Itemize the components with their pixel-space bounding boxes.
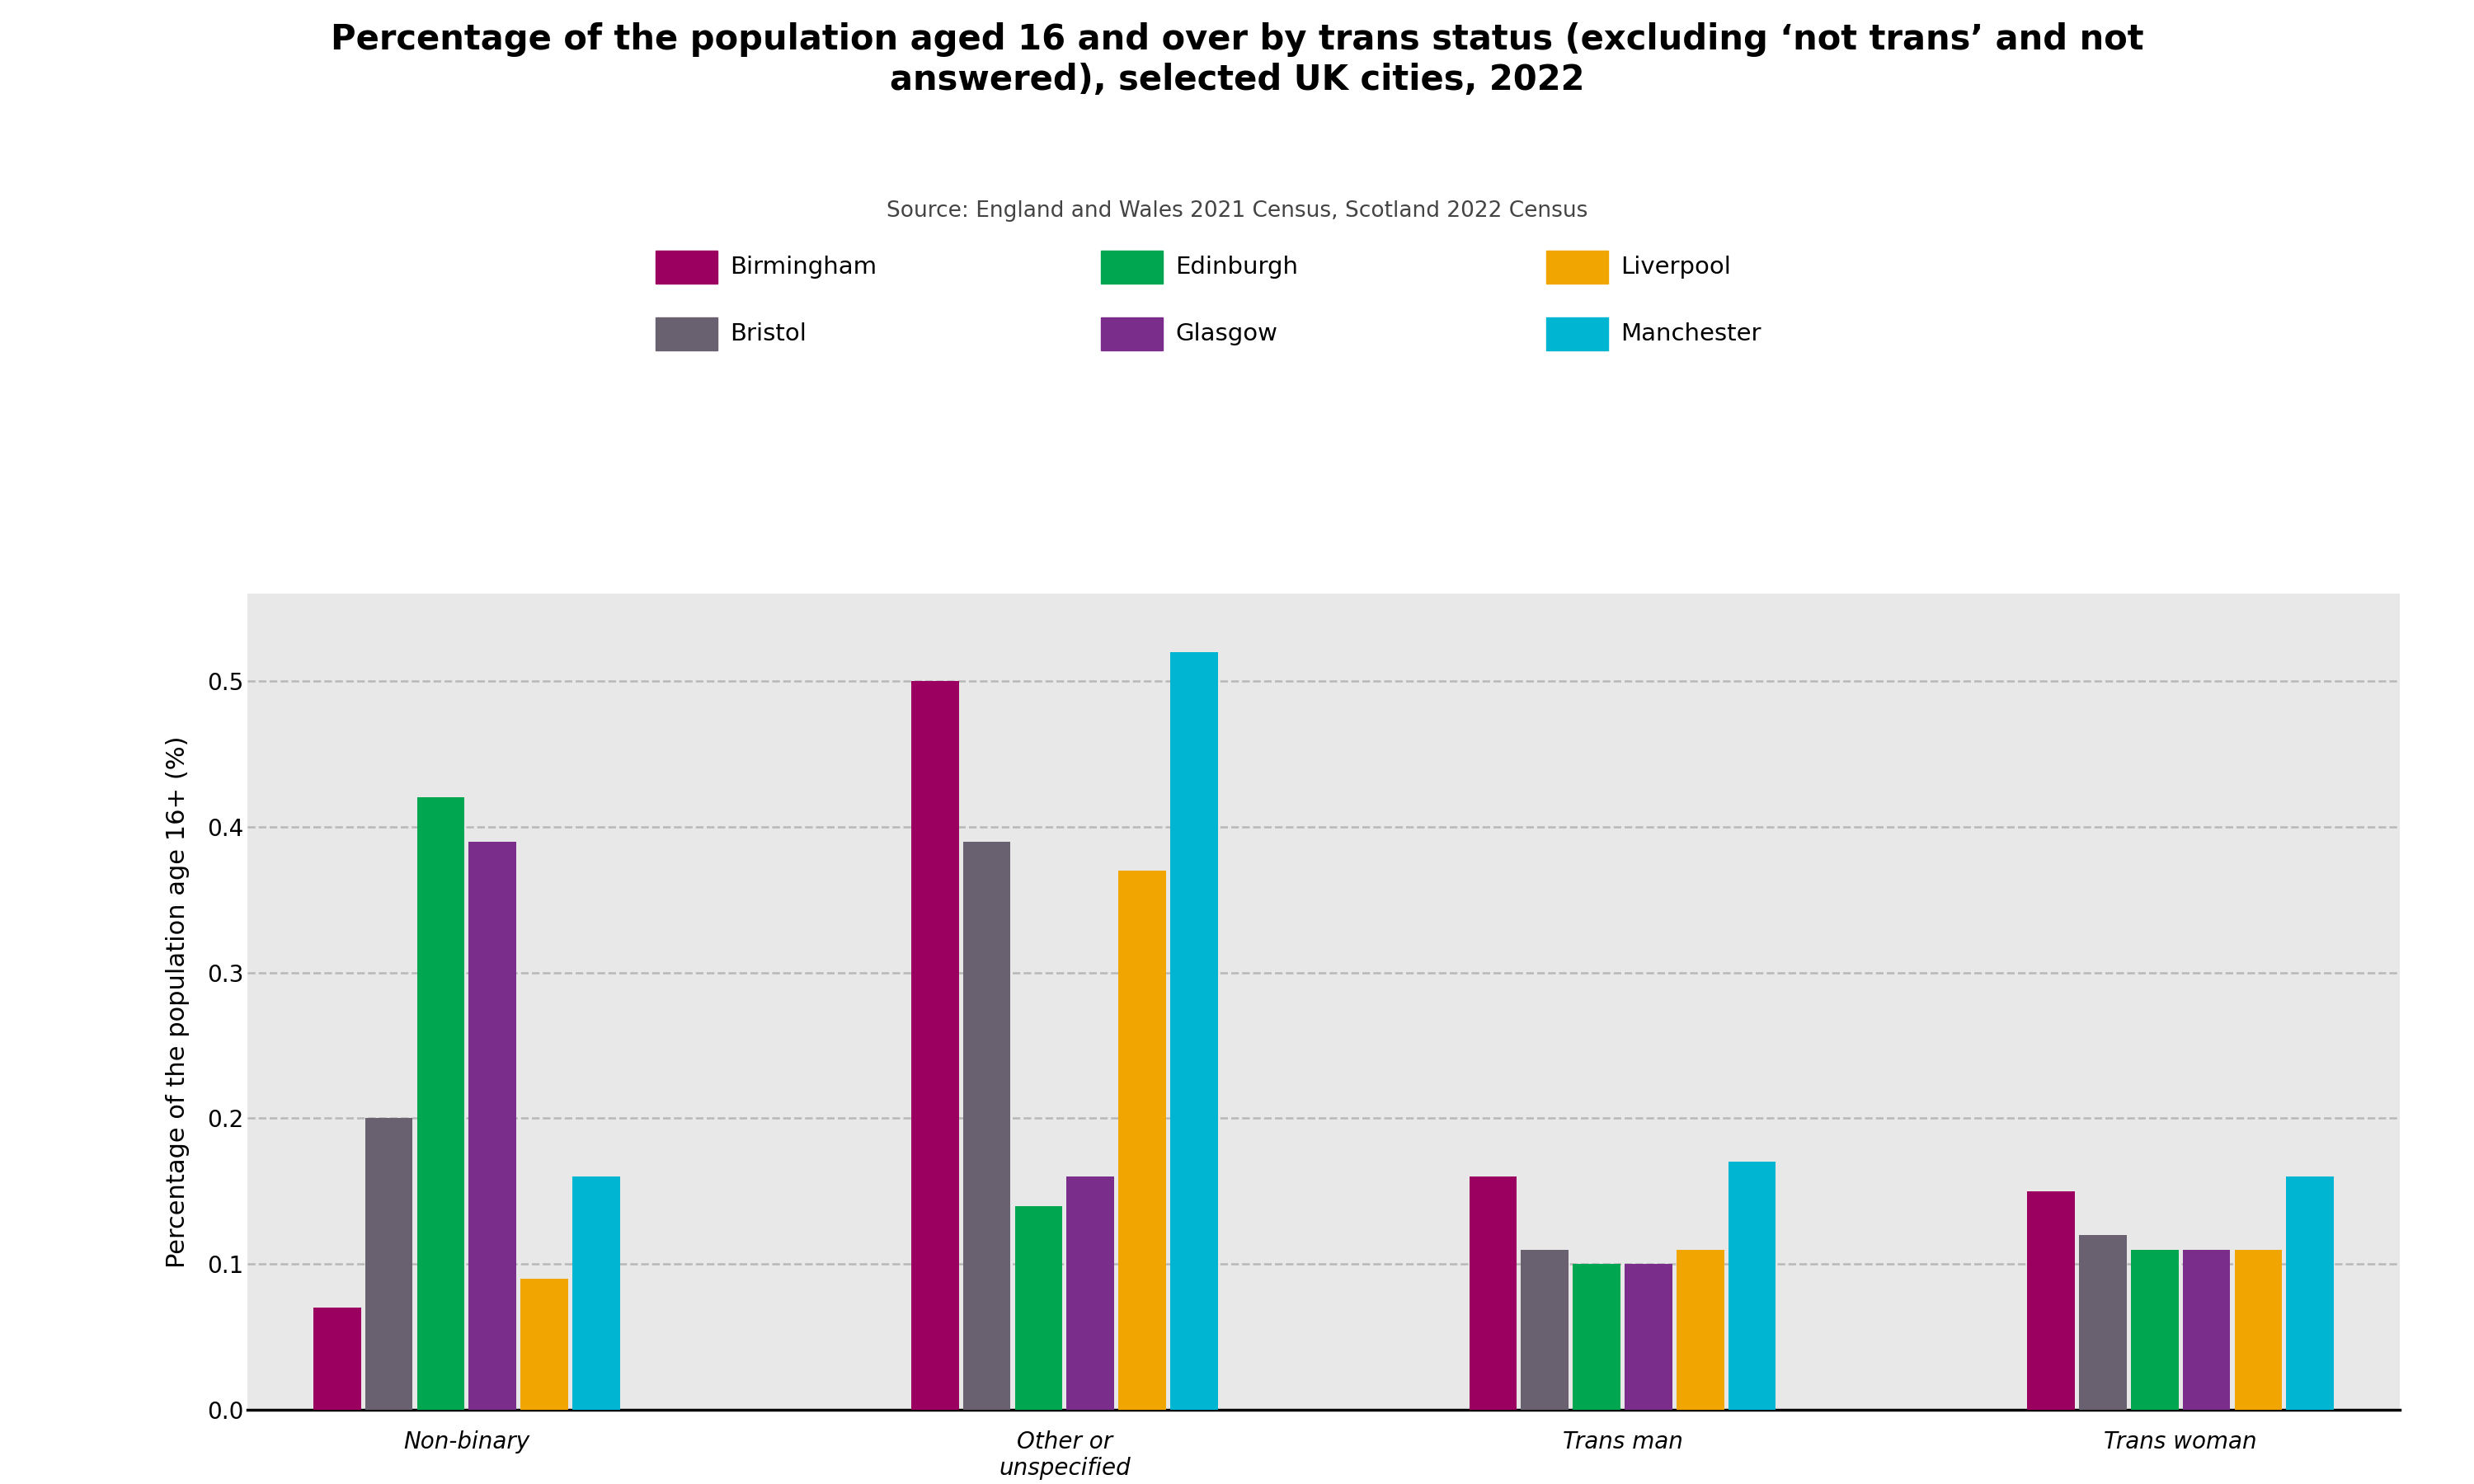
Bar <box>418 797 465 1410</box>
Bar <box>1573 1264 1620 1410</box>
Text: Glasgow: Glasgow <box>1175 322 1277 346</box>
Bar <box>2130 1250 2180 1410</box>
Y-axis label: Percentage of the population age 16+ (%): Percentage of the population age 16+ (%) <box>166 736 190 1267</box>
Text: Liverpool: Liverpool <box>1620 255 1732 279</box>
Text: Percentage of the population aged 16 and over by trans status (excluding ‘not tr: Percentage of the population aged 16 and… <box>332 22 2142 96</box>
Bar <box>520 1279 569 1410</box>
Bar <box>468 841 517 1410</box>
Bar <box>2078 1235 2128 1410</box>
Bar <box>1522 1250 1569 1410</box>
Bar <box>314 1307 361 1410</box>
Bar <box>1470 1177 1517 1410</box>
Bar <box>1118 871 1165 1410</box>
Bar <box>1066 1177 1113 1410</box>
Bar <box>1625 1264 1672 1410</box>
Bar <box>366 1119 413 1410</box>
Bar <box>2026 1192 2076 1410</box>
Text: Birmingham: Birmingham <box>730 255 876 279</box>
Text: Bristol: Bristol <box>730 322 807 346</box>
Text: Manchester: Manchester <box>1620 322 1761 346</box>
Bar <box>1729 1162 1776 1410</box>
Bar <box>571 1177 621 1410</box>
Bar <box>2182 1250 2229 1410</box>
Bar <box>1014 1205 1061 1410</box>
Bar <box>962 841 1009 1410</box>
Text: Source: England and Wales 2021 Census, Scotland 2022 Census: Source: England and Wales 2021 Census, S… <box>886 200 1588 221</box>
Text: Edinburgh: Edinburgh <box>1175 255 1299 279</box>
Bar <box>2286 1177 2333 1410</box>
Bar <box>910 681 960 1410</box>
Bar <box>1677 1250 1724 1410</box>
Bar <box>1170 651 1217 1410</box>
Bar <box>2234 1250 2281 1410</box>
